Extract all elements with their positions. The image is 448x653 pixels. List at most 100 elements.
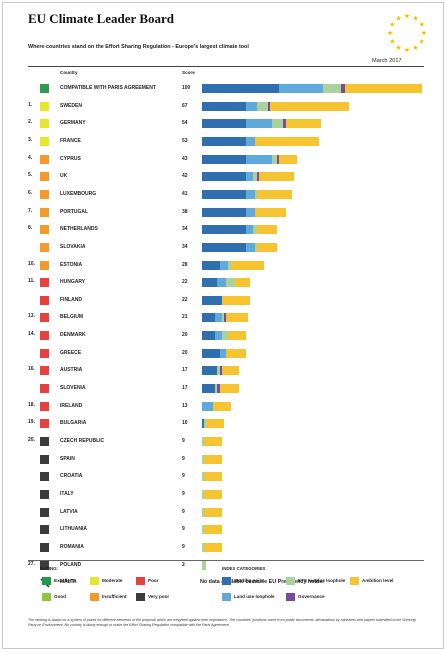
bar-segment-land-use-loophole bbox=[246, 207, 255, 217]
bar-segment-ets-surplus-loophole bbox=[272, 119, 284, 129]
eu-star-icon bbox=[419, 21, 425, 27]
bar-segment-governance bbox=[283, 119, 286, 129]
page-title: EU Climate Leader Board bbox=[28, 11, 174, 26]
rank-label: 20. bbox=[28, 437, 35, 443]
rating-square bbox=[40, 189, 49, 199]
rank-label: 27. bbox=[28, 560, 35, 567]
table-row: 19. BULGARIA 10 bbox=[0, 416, 448, 430]
rating-square bbox=[40, 454, 49, 464]
table-row: 20. CZECH REPUBLIC 9 bbox=[0, 434, 448, 448]
country-name: SWEDEN bbox=[60, 102, 82, 109]
bar-segment-ambition-level bbox=[206, 419, 224, 429]
rank-label: 7. bbox=[28, 207, 33, 214]
rating-square bbox=[40, 384, 49, 394]
country-name: POLAND bbox=[60, 561, 82, 568]
eu-star-icon bbox=[421, 30, 427, 36]
table-row: 14. DENMARK 20 bbox=[0, 328, 448, 342]
table-row: 6. LUXEMBOURG 41 bbox=[0, 187, 448, 201]
table-row: GREECE 20 bbox=[0, 346, 448, 360]
legend-label-land-use-loophole: Land use loophole bbox=[234, 594, 275, 599]
row-note: No data available because EU Presidency … bbox=[200, 579, 325, 586]
rank-label: 19. bbox=[28, 419, 35, 426]
rank-label: 6. bbox=[28, 189, 33, 196]
bar-segment-starting-point bbox=[202, 154, 246, 164]
bar-segment-governance bbox=[276, 154, 279, 164]
bar-segment-ets-surplus-loophole bbox=[221, 313, 224, 323]
rating-square bbox=[40, 84, 49, 93]
score-value: 34 bbox=[182, 243, 188, 250]
score-value: 22 bbox=[182, 279, 188, 286]
bar-segment-starting-point bbox=[202, 366, 218, 376]
country-name: FINLAND bbox=[60, 296, 82, 303]
bar-segment-ambition-level bbox=[204, 525, 222, 535]
country-name: ROMANIA bbox=[60, 543, 84, 550]
rating-square bbox=[40, 154, 49, 164]
score-column-header: Score bbox=[182, 70, 195, 75]
rank-label: 2. bbox=[28, 119, 33, 126]
bar-segment-governance bbox=[217, 384, 220, 394]
score-value: 21 bbox=[182, 314, 188, 321]
country-name: FRANCE bbox=[60, 137, 81, 144]
rank-label: 4. bbox=[28, 154, 33, 161]
bar-segment-land-use-loophole bbox=[246, 172, 253, 182]
score-value: 38 bbox=[182, 208, 188, 215]
legend-label-very-poor: Very poor bbox=[148, 594, 170, 599]
eu-star-icon bbox=[404, 13, 410, 19]
bar-segment-ambition-level bbox=[228, 331, 246, 341]
bar-segment-starting-point bbox=[202, 119, 246, 129]
bar-segment-ets-surplus-loophole bbox=[202, 507, 205, 517]
rating-square bbox=[40, 172, 49, 182]
bar-segment-ambition-level bbox=[213, 401, 231, 411]
country-name: CZECH REPUBLIC bbox=[60, 438, 105, 444]
country-name: GERMANY bbox=[60, 120, 86, 127]
bar-segment-land-use-loophole bbox=[219, 260, 229, 270]
rating-square bbox=[40, 419, 49, 429]
bar-segment-land-use-loophole bbox=[246, 154, 273, 164]
score-value: 20 bbox=[182, 349, 188, 356]
bar-segment-ambition-level bbox=[257, 225, 277, 235]
score-value: 53 bbox=[182, 137, 188, 144]
score-value: 28 bbox=[182, 261, 188, 268]
score-value: 67 bbox=[182, 102, 188, 109]
rating-square bbox=[40, 331, 49, 341]
bar-segment-ambition-level bbox=[226, 313, 249, 323]
rank-label: 5. bbox=[28, 172, 33, 179]
bar-segment-ambition-level bbox=[270, 101, 350, 111]
country-name: BULGARIA bbox=[60, 420, 87, 427]
legend-swatch-moderate bbox=[90, 577, 99, 585]
bar-segment-ambition-level bbox=[204, 454, 222, 464]
bar-segment-ambition-level bbox=[204, 437, 222, 446]
bar-segment-ets-surplus-loophole bbox=[204, 419, 207, 429]
legend-label-good: Good bbox=[54, 594, 66, 599]
legend-rule bbox=[28, 560, 424, 561]
table-row: 11. HUNGARY 22 bbox=[0, 275, 448, 289]
rating-square bbox=[40, 101, 49, 111]
bar-segment-land-use-loophole bbox=[246, 189, 255, 199]
bar-segment-starting-point bbox=[202, 384, 216, 394]
score-value: 2 bbox=[182, 561, 185, 568]
bar-segment-starting-point bbox=[202, 225, 246, 235]
bar-segment-ambition-level bbox=[257, 242, 277, 252]
bar-segment-ets-surplus-loophole bbox=[215, 384, 218, 394]
bar-segment-starting-point bbox=[202, 348, 220, 358]
country-name: BELGIUM bbox=[60, 314, 84, 321]
score-value: 9 bbox=[182, 526, 185, 533]
country-name: NETHERLANDS bbox=[60, 226, 98, 233]
country-name: IRELAND bbox=[60, 402, 83, 409]
legend-label-insufficient: Insufficient bbox=[102, 594, 127, 599]
legend-label-excellent: Excellent bbox=[54, 578, 75, 583]
bar-segment-governance bbox=[219, 366, 222, 376]
table-row: SPAIN 9 bbox=[0, 452, 448, 466]
bar-segment-ambition-level bbox=[254, 136, 319, 146]
legend-label-moderate: Moderate bbox=[102, 578, 123, 583]
bar-segment-ambition-level bbox=[204, 542, 222, 552]
bar-segment-land-use-loophole bbox=[246, 136, 255, 146]
legend-label-poor: Poor bbox=[148, 578, 159, 583]
rank-label: 1. bbox=[28, 101, 33, 108]
rating-legend-title: RATING: bbox=[40, 566, 58, 571]
table-row: 1. SWEDEN 67 bbox=[0, 99, 448, 113]
bar-segment-ambition-level bbox=[259, 172, 295, 182]
bar-segment-land-use-loophole bbox=[246, 119, 273, 129]
table-row: SLOVENIA 17 bbox=[0, 381, 448, 395]
legend-swatch-very-poor bbox=[136, 593, 145, 601]
